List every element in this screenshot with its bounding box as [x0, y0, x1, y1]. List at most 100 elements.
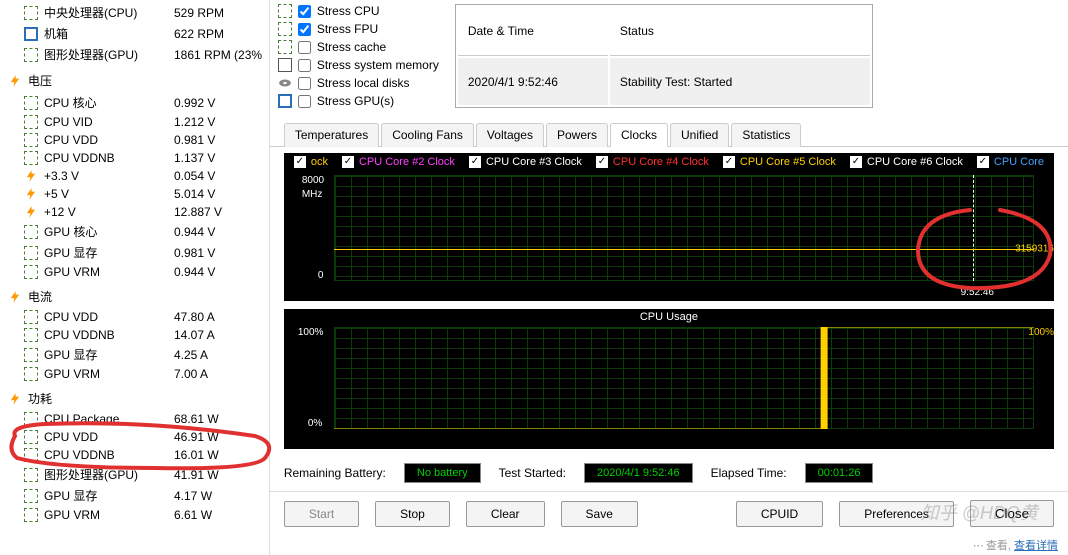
stress-label: Stress local disks	[317, 76, 410, 90]
chip-icon	[24, 133, 38, 147]
elapsed-value: 00:01:26	[805, 463, 874, 483]
sensor-item[interactable]: GPU 显存4.25 A	[0, 344, 269, 365]
chip-icon	[24, 48, 38, 62]
tab-voltages[interactable]: Voltages	[476, 123, 544, 147]
sensor-item[interactable]: 图形处理器(GPU)1861 RPM (23%	[0, 44, 269, 65]
preferences-button[interactable]: Preferences	[839, 501, 954, 527]
clock-chart: 8000 MHz 0 9:52:46 3159316	[284, 171, 1054, 301]
legend-checkbox[interactable]: ✓	[294, 156, 306, 168]
legend-item[interactable]: ✓CPU Core #5 Clock	[723, 156, 836, 168]
started-label: Test Started:	[499, 466, 566, 480]
table-row[interactable]: 2020/4/1 9:52:46Stability Test: Started	[458, 58, 870, 105]
legend-item[interactable]: ✓CPU Core #3 Clock	[469, 156, 582, 168]
sensor-item[interactable]: CPU VDDNB14.07 A	[0, 326, 269, 344]
stress-option: Stress FPU	[278, 22, 439, 36]
sensor-value: 12.887 V	[174, 205, 222, 219]
legend-item[interactable]: ✓CPU Core #6 Clock	[850, 156, 963, 168]
chip-icon	[24, 468, 38, 482]
sensor-value: 7.00 A	[174, 367, 208, 381]
y-unit: MHz	[302, 189, 323, 200]
sensor-value: 5.014 V	[174, 187, 215, 201]
sensor-item[interactable]: GPU VRM0.944 V	[0, 263, 269, 281]
stress-checkbox[interactable]	[298, 41, 311, 54]
stress-checkbox[interactable]	[298, 59, 311, 72]
event-log-table: Date & TimeStatus 2020/4/1 9:52:46Stabil…	[455, 4, 873, 108]
stress-checkbox[interactable]	[298, 77, 311, 90]
chip-icon	[24, 96, 38, 110]
sensor-value: 4.17 W	[174, 489, 212, 503]
legend-checkbox[interactable]: ✓	[723, 156, 735, 168]
tab-statistics[interactable]: Statistics	[731, 123, 801, 147]
footer-links: ⋯查看, 查看详情	[973, 537, 1058, 553]
footer-link[interactable]: 查看详情	[1014, 540, 1058, 552]
stress-label: Stress CPU	[317, 4, 380, 18]
sensor-item[interactable]: GPU 核心0.944 V	[0, 221, 269, 242]
close-button[interactable]: Close	[970, 500, 1054, 527]
chip-icon	[24, 151, 38, 165]
legend-checkbox[interactable]: ✓	[977, 156, 989, 168]
sensor-value: 0.981 V	[174, 246, 215, 260]
tab-temperatures[interactable]: Temperatures	[284, 123, 379, 147]
sensor-item[interactable]: GPU 显存4.17 W	[0, 485, 269, 506]
sensor-label: GPU VRM	[44, 367, 174, 381]
tab-cooling-fans[interactable]: Cooling Fans	[381, 123, 474, 147]
battery-label: Remaining Battery:	[284, 466, 386, 480]
legend-item[interactable]: ✓ock	[294, 156, 328, 168]
sensor-value: 622 RPM	[174, 27, 224, 41]
sensor-item[interactable]: CPU VDDNB16.01 W	[0, 446, 269, 464]
legend-item[interactable]: ✓CPU Core	[977, 156, 1044, 168]
sensor-label: CPU VID	[44, 115, 174, 129]
stress-checkbox[interactable]	[298, 5, 311, 18]
legend-item[interactable]: ✓CPU Core #4 Clock	[596, 156, 709, 168]
bolt-icon	[8, 392, 22, 406]
save-button[interactable]: Save	[561, 501, 638, 527]
tab-powers[interactable]: Powers	[546, 123, 608, 147]
sensor-item[interactable]: CPU Package68.61 W	[0, 410, 269, 428]
sensor-item[interactable]: CPU VDD46.91 W	[0, 428, 269, 446]
stress-checkbox[interactable]	[298, 23, 311, 36]
stress-option: Stress GPU(s)	[278, 94, 439, 108]
legend-label: CPU Core #2 Clock	[359, 156, 455, 168]
legend-checkbox[interactable]: ✓	[469, 156, 481, 168]
legend-checkbox[interactable]: ✓	[596, 156, 608, 168]
stop-button[interactable]: Stop	[375, 501, 450, 527]
chip-icon	[24, 412, 38, 426]
start-button[interactable]: Start	[284, 501, 359, 527]
sensor-item[interactable]: GPU VRM6.61 W	[0, 506, 269, 524]
sensor-value: 1861 RPM (23%	[174, 48, 262, 62]
chart-tabs: TemperaturesCooling FansVoltagesPowersCl…	[270, 122, 1068, 147]
sensor-item[interactable]: CPU VDD47.80 A	[0, 308, 269, 326]
sensor-item[interactable]: +3.3 V0.054 V	[0, 167, 269, 185]
tab-unified[interactable]: Unified	[670, 123, 729, 147]
chip-icon	[278, 4, 292, 18]
sensor-value: 41.91 W	[174, 468, 219, 482]
sensor-item[interactable]: +12 V12.887 V	[0, 203, 269, 221]
sensor-item[interactable]: CPU VID1.212 V	[0, 113, 269, 131]
sensor-item[interactable]: CPU VDD0.981 V	[0, 131, 269, 149]
y-min: 0%	[308, 418, 322, 429]
clear-button[interactable]: Clear	[466, 501, 545, 527]
sensor-item[interactable]: +5 V5.014 V	[0, 185, 269, 203]
chip-icon	[24, 115, 38, 129]
legend-checkbox[interactable]: ✓	[850, 156, 862, 168]
sensor-value: 529 RPM	[174, 6, 224, 20]
sensor-item[interactable]: CPU 核心0.992 V	[0, 92, 269, 113]
usage-chart: CPU Usage 100% 0% 100%	[284, 309, 1054, 449]
sensor-item[interactable]: CPU VDDNB1.137 V	[0, 149, 269, 167]
sensor-label: GPU VRM	[44, 265, 174, 279]
sensor-item[interactable]: GPU VRM7.00 A	[0, 365, 269, 383]
cpuid-button[interactable]: CPUID	[736, 501, 823, 527]
legend-checkbox[interactable]: ✓	[342, 156, 354, 168]
stress-label: Stress system memory	[317, 58, 439, 72]
sensor-item[interactable]: 中央处理器(CPU)529 RPM	[0, 2, 269, 23]
sensor-label: CPU Package	[44, 412, 174, 426]
col-status: Status	[610, 7, 870, 56]
chip-icon	[24, 448, 38, 462]
chip-icon	[24, 430, 38, 444]
tab-clocks[interactable]: Clocks	[610, 123, 668, 147]
sensor-item[interactable]: 图形处理器(GPU)41.91 W	[0, 464, 269, 485]
sensor-item[interactable]: GPU 显存0.981 V	[0, 242, 269, 263]
sensor-item[interactable]: 机箱622 RPM	[0, 23, 269, 44]
legend-item[interactable]: ✓ CPU Core #2 Clock	[342, 156, 455, 168]
stress-checkbox[interactable]	[298, 95, 311, 108]
